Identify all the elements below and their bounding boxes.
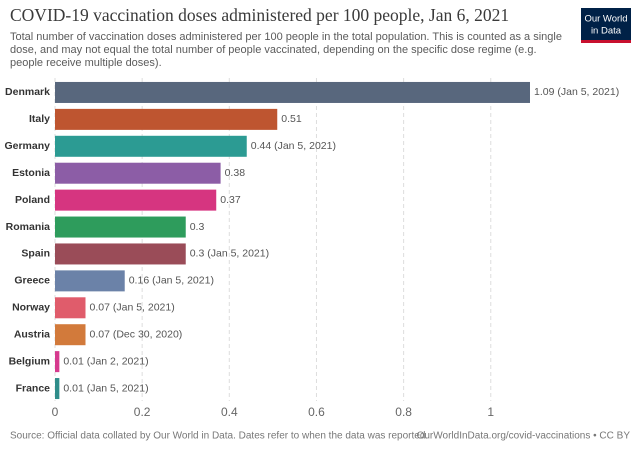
source: Source: Official data collated by Our Wo…: [10, 431, 428, 442]
subtitle: people receive multiple doses).: [10, 57, 162, 69]
category-label: Estonia: [12, 167, 50, 179]
value-label: 0.44 (Jan 5, 2021): [251, 140, 336, 152]
value-label: 0.3: [190, 221, 205, 233]
value-label: 0.51: [281, 113, 302, 125]
bar: [55, 108, 278, 130]
x-tick-label: 0.6: [308, 405, 325, 419]
x-tick-label: 1: [487, 405, 494, 419]
value-label: 0.38: [225, 167, 246, 179]
value-label: 0.01 (Jan 2, 2021): [63, 355, 148, 367]
value-label: 0.07 (Dec 30, 2020): [90, 328, 183, 340]
bar: [55, 297, 86, 319]
category-label: Romania: [6, 221, 51, 233]
bar: [55, 135, 247, 157]
subtitle: Total number of vaccination doses admini…: [10, 31, 562, 43]
logo-text: Our World: [584, 14, 627, 25]
category-label: Norway: [12, 302, 50, 314]
value-label: 0.16 (Jan 5, 2021): [129, 275, 214, 287]
x-tick-label: 0.2: [134, 405, 151, 419]
subtitle: dose, and may not equal the total number…: [10, 44, 537, 56]
value-label: 0.01 (Jan 5, 2021): [63, 382, 148, 394]
bar: [55, 324, 86, 346]
url: OurWorldInData.org/covid-vaccinations • …: [417, 431, 631, 442]
x-tick-label: 0.4: [221, 405, 238, 419]
bar: [55, 162, 221, 184]
category-label: Belgium: [9, 355, 50, 367]
category-label: Austria: [14, 328, 50, 340]
category-label: Greece: [14, 275, 50, 287]
bar: [55, 378, 60, 400]
value-label: 0.37: [220, 194, 241, 206]
category-label: Germany: [4, 140, 50, 152]
logo-text: in Data: [591, 26, 622, 37]
bar: [55, 351, 60, 373]
value-label: 0.3 (Jan 5, 2021): [190, 248, 269, 260]
category-label: Poland: [15, 194, 50, 206]
bar: [55, 270, 125, 292]
chart-title: COVID-19 vaccination doses administered …: [10, 5, 509, 25]
category-label: Spain: [21, 248, 50, 260]
logo-bar: [581, 40, 631, 43]
category-label: France: [16, 382, 51, 394]
bar: [55, 216, 186, 238]
category-label: Denmark: [5, 86, 50, 98]
bar: [55, 189, 217, 211]
logo-box: [581, 8, 631, 42]
value-label: 1.09 (Jan 5, 2021): [534, 86, 619, 98]
x-tick-label: 0: [52, 405, 59, 419]
value-label: 0.07 (Jan 5, 2021): [90, 302, 175, 314]
bar: [55, 81, 530, 103]
x-tick-label: 0.8: [395, 405, 412, 419]
bar: [55, 243, 186, 265]
category-label: Italy: [29, 113, 50, 125]
